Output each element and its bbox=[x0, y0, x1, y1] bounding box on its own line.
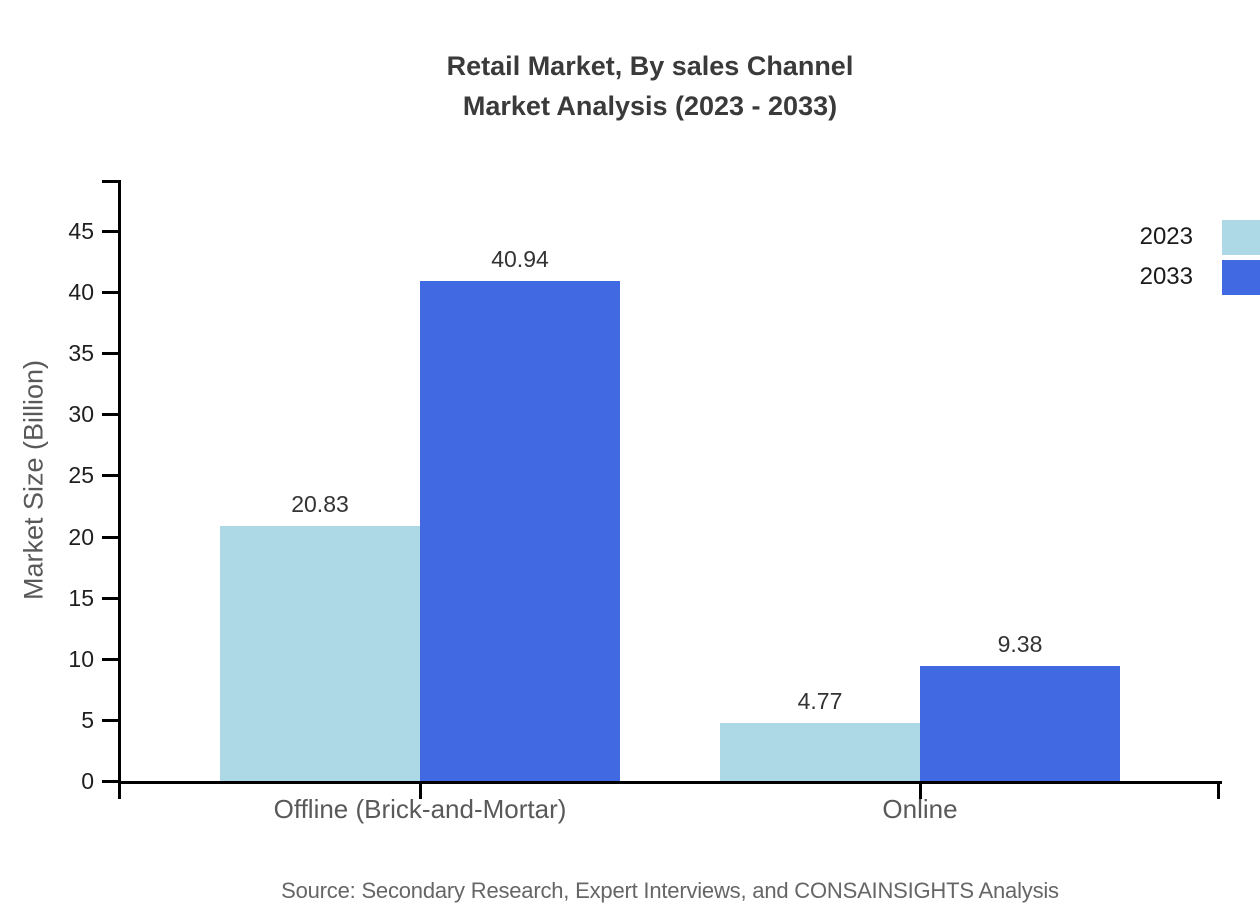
y-tick-35 bbox=[102, 352, 118, 356]
y-tick-label-45: 45 bbox=[68, 218, 94, 244]
source-note: Source: Secondary Research, Expert Inter… bbox=[281, 878, 1059, 903]
y-tick-label-25: 25 bbox=[68, 462, 94, 489]
y-tick-20 bbox=[102, 535, 118, 539]
value-label-2023-category-0: 20.83 bbox=[291, 491, 349, 518]
y-tick-label-40: 40 bbox=[68, 279, 94, 306]
y-axis-end-tick bbox=[102, 180, 118, 183]
x-axis-end-tick bbox=[1217, 781, 1220, 799]
value-label-2033-category-1: 9.38 bbox=[997, 631, 1043, 658]
x-tick-category-1 bbox=[919, 781, 922, 799]
legend-label-2023: 2023 bbox=[1139, 223, 1193, 250]
chart-title: Retail Market, By sales Channel Market A… bbox=[447, 46, 854, 126]
y-tick-0 bbox=[102, 780, 118, 783]
value-label-2033-category-0: 40.94 bbox=[491, 245, 549, 272]
bar-2023-category-0 bbox=[220, 526, 420, 781]
y-tick-25 bbox=[102, 474, 118, 478]
y-tick-15 bbox=[102, 596, 118, 600]
legend-swatch-2033 bbox=[1222, 260, 1260, 295]
x-category-label-0: Offline (Brick-and-Mortar) bbox=[273, 794, 567, 824]
y-tick-label-0: 0 bbox=[81, 768, 94, 794]
legend-label-2033: 2033 bbox=[1139, 263, 1193, 290]
y-tick-5 bbox=[102, 718, 118, 722]
y-tick-40 bbox=[102, 291, 118, 295]
bar-2033-category-0 bbox=[420, 280, 620, 781]
y-tick-label-30: 30 bbox=[68, 401, 94, 428]
y-tick-label-5: 5 bbox=[81, 706, 94, 733]
value-label-2023-category-1: 4.77 bbox=[797, 687, 843, 714]
y-tick-10 bbox=[102, 657, 118, 661]
bar-2033-category-1 bbox=[920, 666, 1120, 781]
y-tick-label-20: 20 bbox=[68, 523, 94, 550]
y-tick-label-10: 10 bbox=[68, 645, 94, 672]
x-tick-category-0 bbox=[419, 781, 422, 799]
y-tick-label-15: 15 bbox=[68, 584, 94, 611]
bar-2023-category-1 bbox=[720, 722, 920, 781]
x-category-label-1: Online bbox=[882, 794, 958, 824]
plot-area: 0 5 10 15 20 25 30 35 40 45 20.83 40.94 Offline (Bri… bbox=[68, 180, 1222, 824]
legend-swatch-2023 bbox=[1222, 220, 1260, 255]
y-tick-label-35: 35 bbox=[68, 340, 94, 367]
x-axis-line bbox=[118, 781, 1222, 784]
chart-title-line2: Market Analysis (2023 - 2033) bbox=[462, 91, 838, 121]
chart-title-line1: Retail Market, By sales Channel bbox=[446, 51, 854, 81]
y-tick-30 bbox=[102, 413, 118, 417]
y-axis-line bbox=[118, 180, 121, 799]
y-tick-45 bbox=[102, 230, 118, 233]
